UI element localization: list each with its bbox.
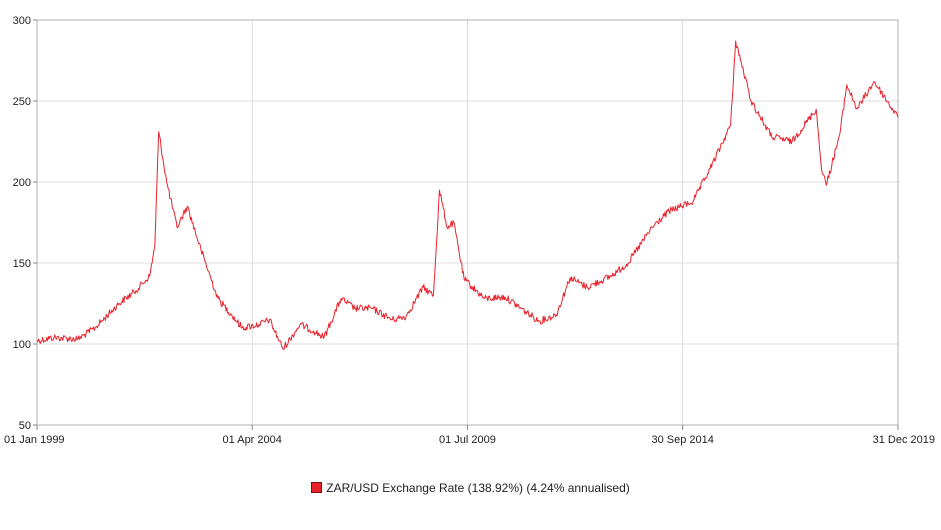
x-tick-label: 01 Jul 2009: [439, 434, 496, 446]
y-axis: 50 100 150 200 250 300: [13, 15, 37, 432]
y-tick-label: 50: [19, 420, 31, 432]
y-tick-label: 200: [13, 177, 31, 189]
series-layer: [36, 40, 899, 351]
x-axis: 01 Jan 1999 01 Apr 2004 01 Jul 2009 30 Sep …: [4, 425, 935, 446]
y-tick-label: 100: [13, 339, 31, 351]
x-tick-label: 30 Sep 2014: [651, 434, 713, 446]
y-tick-label: 300: [13, 15, 31, 27]
x-tick-label: 01 Jan 1999: [4, 434, 65, 446]
series-line: [36, 40, 899, 351]
legend-swatch: [311, 482, 323, 493]
chart-grid: [36, 19, 899, 426]
legend-label: ZAR/USD Exchange Rate (138.92%) (4.24% a…: [326, 481, 630, 495]
y-tick-label: 250: [13, 96, 31, 108]
line-chart: 50 100 150 200 250 300 01 Jan 1999 01 Apr 2004…: [4, 15, 935, 446]
x-tick-label: 01 Apr 2004: [223, 434, 282, 446]
x-tick-label: 31 Dec 2019: [873, 434, 935, 446]
y-tick-label: 150: [13, 258, 31, 270]
legend: ZAR/USD Exchange Rate (138.92%) (4.24% a…: [0, 481, 941, 495]
